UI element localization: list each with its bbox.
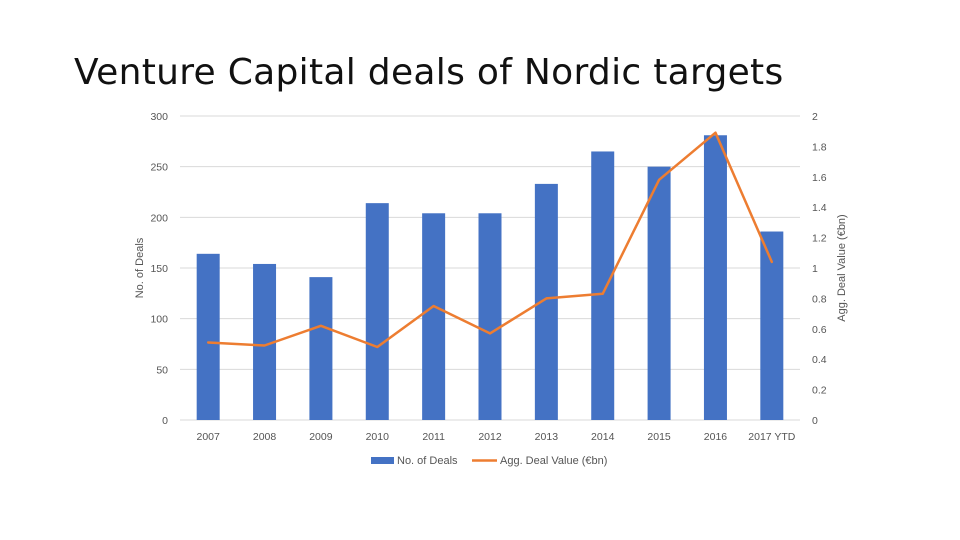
x-tick-label: 2009 (309, 431, 333, 443)
y-tick-label-right: 0.2 (812, 385, 827, 397)
y-tick-label-left: 0 (162, 415, 168, 427)
y-axis-title-left: No. of Deals (134, 237, 146, 298)
x-tick-label: 2008 (253, 431, 277, 443)
y-tick-label-right: 0 (812, 415, 818, 427)
y-tick-label-left: 150 (150, 263, 168, 275)
y-tick-label-left: 300 (150, 111, 168, 123)
legend-label-deal-value: Agg. Deal Value (€bn) (500, 455, 607, 467)
y-tick-label-right: 2 (812, 111, 818, 123)
y-tick-label-right: 1.4 (812, 202, 827, 214)
x-tick-label: 2014 (591, 431, 615, 443)
bar (422, 213, 446, 420)
bar (196, 253, 220, 420)
y-axis-title-right: Agg. Deal Value (€bn) (836, 214, 848, 321)
y-tick-label-right: 0.8 (812, 293, 827, 305)
legend: No. of Deals Agg. Deal Value (€bn) (371, 455, 607, 467)
x-tick-label: 2012 (478, 431, 502, 443)
x-tick-label: 2010 (366, 431, 390, 443)
legend-swatch-deals (371, 457, 394, 464)
bar (309, 277, 333, 420)
x-tick-label: 2015 (647, 431, 671, 443)
deals-bars (196, 135, 784, 420)
y-tick-label-left: 250 (150, 162, 168, 174)
bar (253, 263, 277, 420)
legend-label-deals: No. of Deals (397, 455, 458, 467)
bar (703, 135, 727, 420)
y-tick-label-left: 50 (156, 364, 168, 376)
x-tick-label: 2007 (197, 431, 221, 443)
y-tick-label-left: 200 (150, 212, 168, 224)
bar (534, 183, 558, 420)
bar (478, 213, 502, 420)
bar (760, 231, 784, 420)
y-tick-label-right: 1.8 (812, 141, 827, 153)
slide-title: Venture Capital deals of Nordic targets (74, 52, 784, 93)
x-tick-label: 2013 (535, 431, 559, 443)
y-tick-label-right: 1.6 (812, 172, 827, 184)
series-line (206, 131, 774, 349)
axes: 0 50 100 150 200 250 300 0 0.2 0.4 0.6 0.8 1 1.2 1.4 1.… (150, 111, 826, 443)
x-tick-label: 2016 (704, 431, 728, 443)
y-tick-label-right: 0.4 (812, 354, 827, 366)
x-tick-label: 2011 (422, 431, 445, 443)
deal-value-line (206, 131, 774, 349)
bar (647, 166, 671, 420)
y-tick-label-right: 1 (812, 263, 818, 275)
y-tick-label-left: 100 (150, 314, 168, 326)
y-tick-label-right: 0.6 (812, 324, 827, 336)
bar (591, 151, 615, 420)
y-tick-label-right: 1.2 (812, 233, 827, 245)
x-tick-label: 2017 YTD (748, 431, 796, 443)
bar (365, 203, 389, 420)
